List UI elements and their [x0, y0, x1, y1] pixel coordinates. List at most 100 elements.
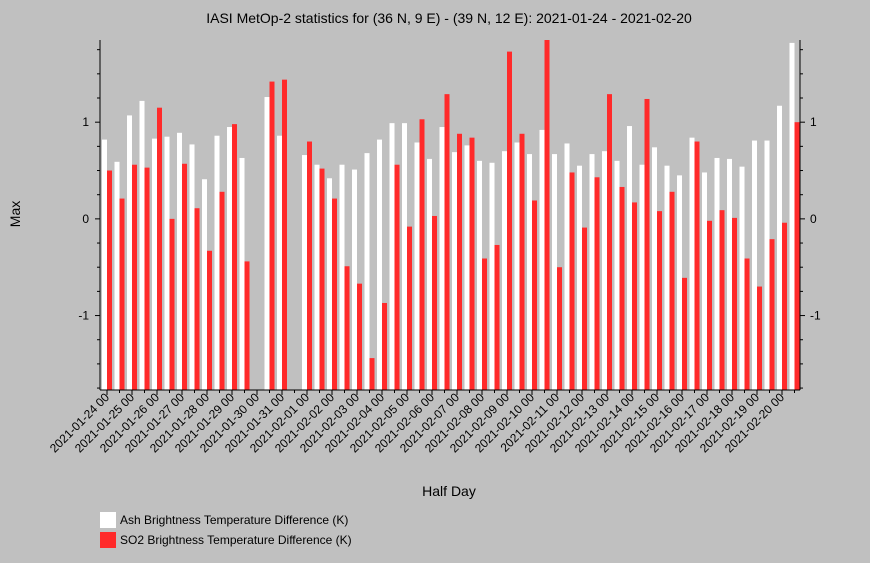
so2-bar-44 [657, 211, 662, 390]
so2-bar-6 [182, 163, 187, 390]
ash-bar-40 [602, 151, 607, 390]
ash-bar-46 [677, 175, 682, 390]
ash-bar-54 [777, 105, 782, 390]
ash-bar-26 [427, 158, 432, 390]
so2-bar-19 [344, 266, 350, 390]
bars-group [102, 40, 800, 390]
ash-bar-31 [489, 162, 495, 390]
ash-bar-1 [114, 161, 120, 390]
ash-bar-3 [139, 100, 145, 390]
ash-bar-39 [589, 154, 595, 390]
so2-bar-39 [594, 177, 600, 390]
so2-bar-26 [432, 215, 437, 390]
ash-bar-42 [627, 126, 632, 390]
ash-bar-21 [364, 153, 370, 390]
ash-bar-20 [352, 169, 357, 390]
ash-bar-22 [377, 139, 382, 390]
ash-bar-10 [227, 127, 232, 390]
ash-bar-17 [314, 164, 320, 390]
so2-bar-10 [232, 124, 237, 390]
so2-bar-52 [757, 286, 762, 390]
ash-bar-28 [452, 152, 457, 390]
ash-bar-13 [264, 97, 270, 390]
ash-bar-43 [639, 164, 645, 390]
legend-swatch-ash [100, 512, 116, 528]
ash-bar-30 [477, 160, 482, 390]
ash-bar-9 [214, 135, 220, 390]
so2-bar-28 [457, 133, 462, 390]
so2-bar-5 [169, 218, 175, 390]
so2-bar-3 [144, 167, 150, 390]
ash-bar-24 [402, 123, 407, 390]
so2-bar-55 [794, 122, 800, 390]
y-tick-label-left: -1 [78, 309, 89, 323]
ash-bar-38 [577, 165, 582, 390]
ash-bar-16 [302, 155, 307, 390]
ash-bar-8 [202, 179, 207, 390]
ash-bar-47 [689, 137, 695, 390]
ash-bar-4 [152, 138, 157, 390]
ash-bar-32 [502, 151, 507, 390]
so2-bar-36 [557, 267, 562, 390]
ash-bar-48 [702, 172, 707, 390]
so2-bar-32 [507, 51, 512, 390]
y-axis-label: Max [7, 201, 23, 227]
so2-bar-4 [157, 107, 162, 390]
so2-bar-53 [769, 239, 775, 390]
ash-bar-27 [439, 127, 445, 390]
legend-label-ash: Ash Brightness Temperature Difference (K… [120, 513, 348, 527]
so2-bar-11 [244, 261, 250, 390]
ash-bar-34 [527, 154, 532, 390]
ash-bar-52 [752, 140, 757, 390]
ash-bar-23 [389, 123, 395, 390]
y-tick-label-left: 0 [82, 212, 89, 226]
so2-bar-43 [644, 98, 650, 390]
ash-bar-35 [539, 129, 545, 390]
ash-bar-5 [164, 136, 170, 390]
so2-bar-21 [369, 358, 375, 390]
so2-bar-54 [782, 222, 787, 390]
y-tick-label-right: 0 [810, 212, 817, 226]
so2-bar-46 [682, 277, 687, 390]
so2-bar-40 [607, 94, 612, 390]
so2-bar-16 [307, 141, 312, 390]
ash-bar-6 [177, 132, 182, 390]
so2-bar-29 [469, 137, 475, 390]
chart-title: IASI MetOp-2 statistics for (36 N, 9 E) … [206, 10, 692, 26]
y-tick-label-right: 1 [810, 115, 817, 129]
so2-bar-25 [419, 119, 425, 390]
ash-bar-29 [464, 145, 470, 390]
so2-bar-18 [332, 198, 337, 390]
so2-bar-38 [582, 227, 587, 390]
legend: Ash Brightness Temperature Difference (K… [100, 512, 352, 548]
ash-bar-14 [277, 135, 282, 390]
ash-bar-36 [552, 154, 557, 390]
so2-bar-17 [319, 168, 325, 390]
ash-bar-33 [514, 142, 520, 390]
so2-bar-31 [494, 244, 500, 390]
so2-bar-20 [357, 283, 362, 390]
ash-bar-11 [239, 157, 245, 390]
ash-bar-25 [414, 142, 420, 390]
ash-bar-45 [664, 165, 670, 390]
so2-bar-47 [694, 141, 700, 390]
so2-bar-14 [282, 79, 287, 390]
ash-bar-2 [127, 115, 132, 390]
so2-bar-30 [482, 258, 487, 390]
legend-swatch-so2 [100, 532, 116, 548]
so2-bar-7 [194, 208, 200, 390]
ash-bar-19 [339, 164, 345, 390]
ash-bar-41 [614, 160, 620, 390]
so2-bar-50 [732, 217, 737, 390]
so2-bar-45 [669, 191, 675, 390]
axes-group: -1 -1 0 0 1 1 [78, 40, 821, 395]
ash-bar-51 [739, 166, 745, 390]
ash-bar-44 [652, 147, 657, 390]
so2-bar-2 [132, 164, 137, 390]
ash-bar-18 [327, 178, 332, 390]
so2-bar-9 [219, 191, 225, 390]
so2-bar-35 [544, 40, 550, 390]
ash-bar-50 [727, 158, 732, 390]
legend-label-so2: SO2 Brightness Temperature Difference (K… [120, 533, 352, 547]
